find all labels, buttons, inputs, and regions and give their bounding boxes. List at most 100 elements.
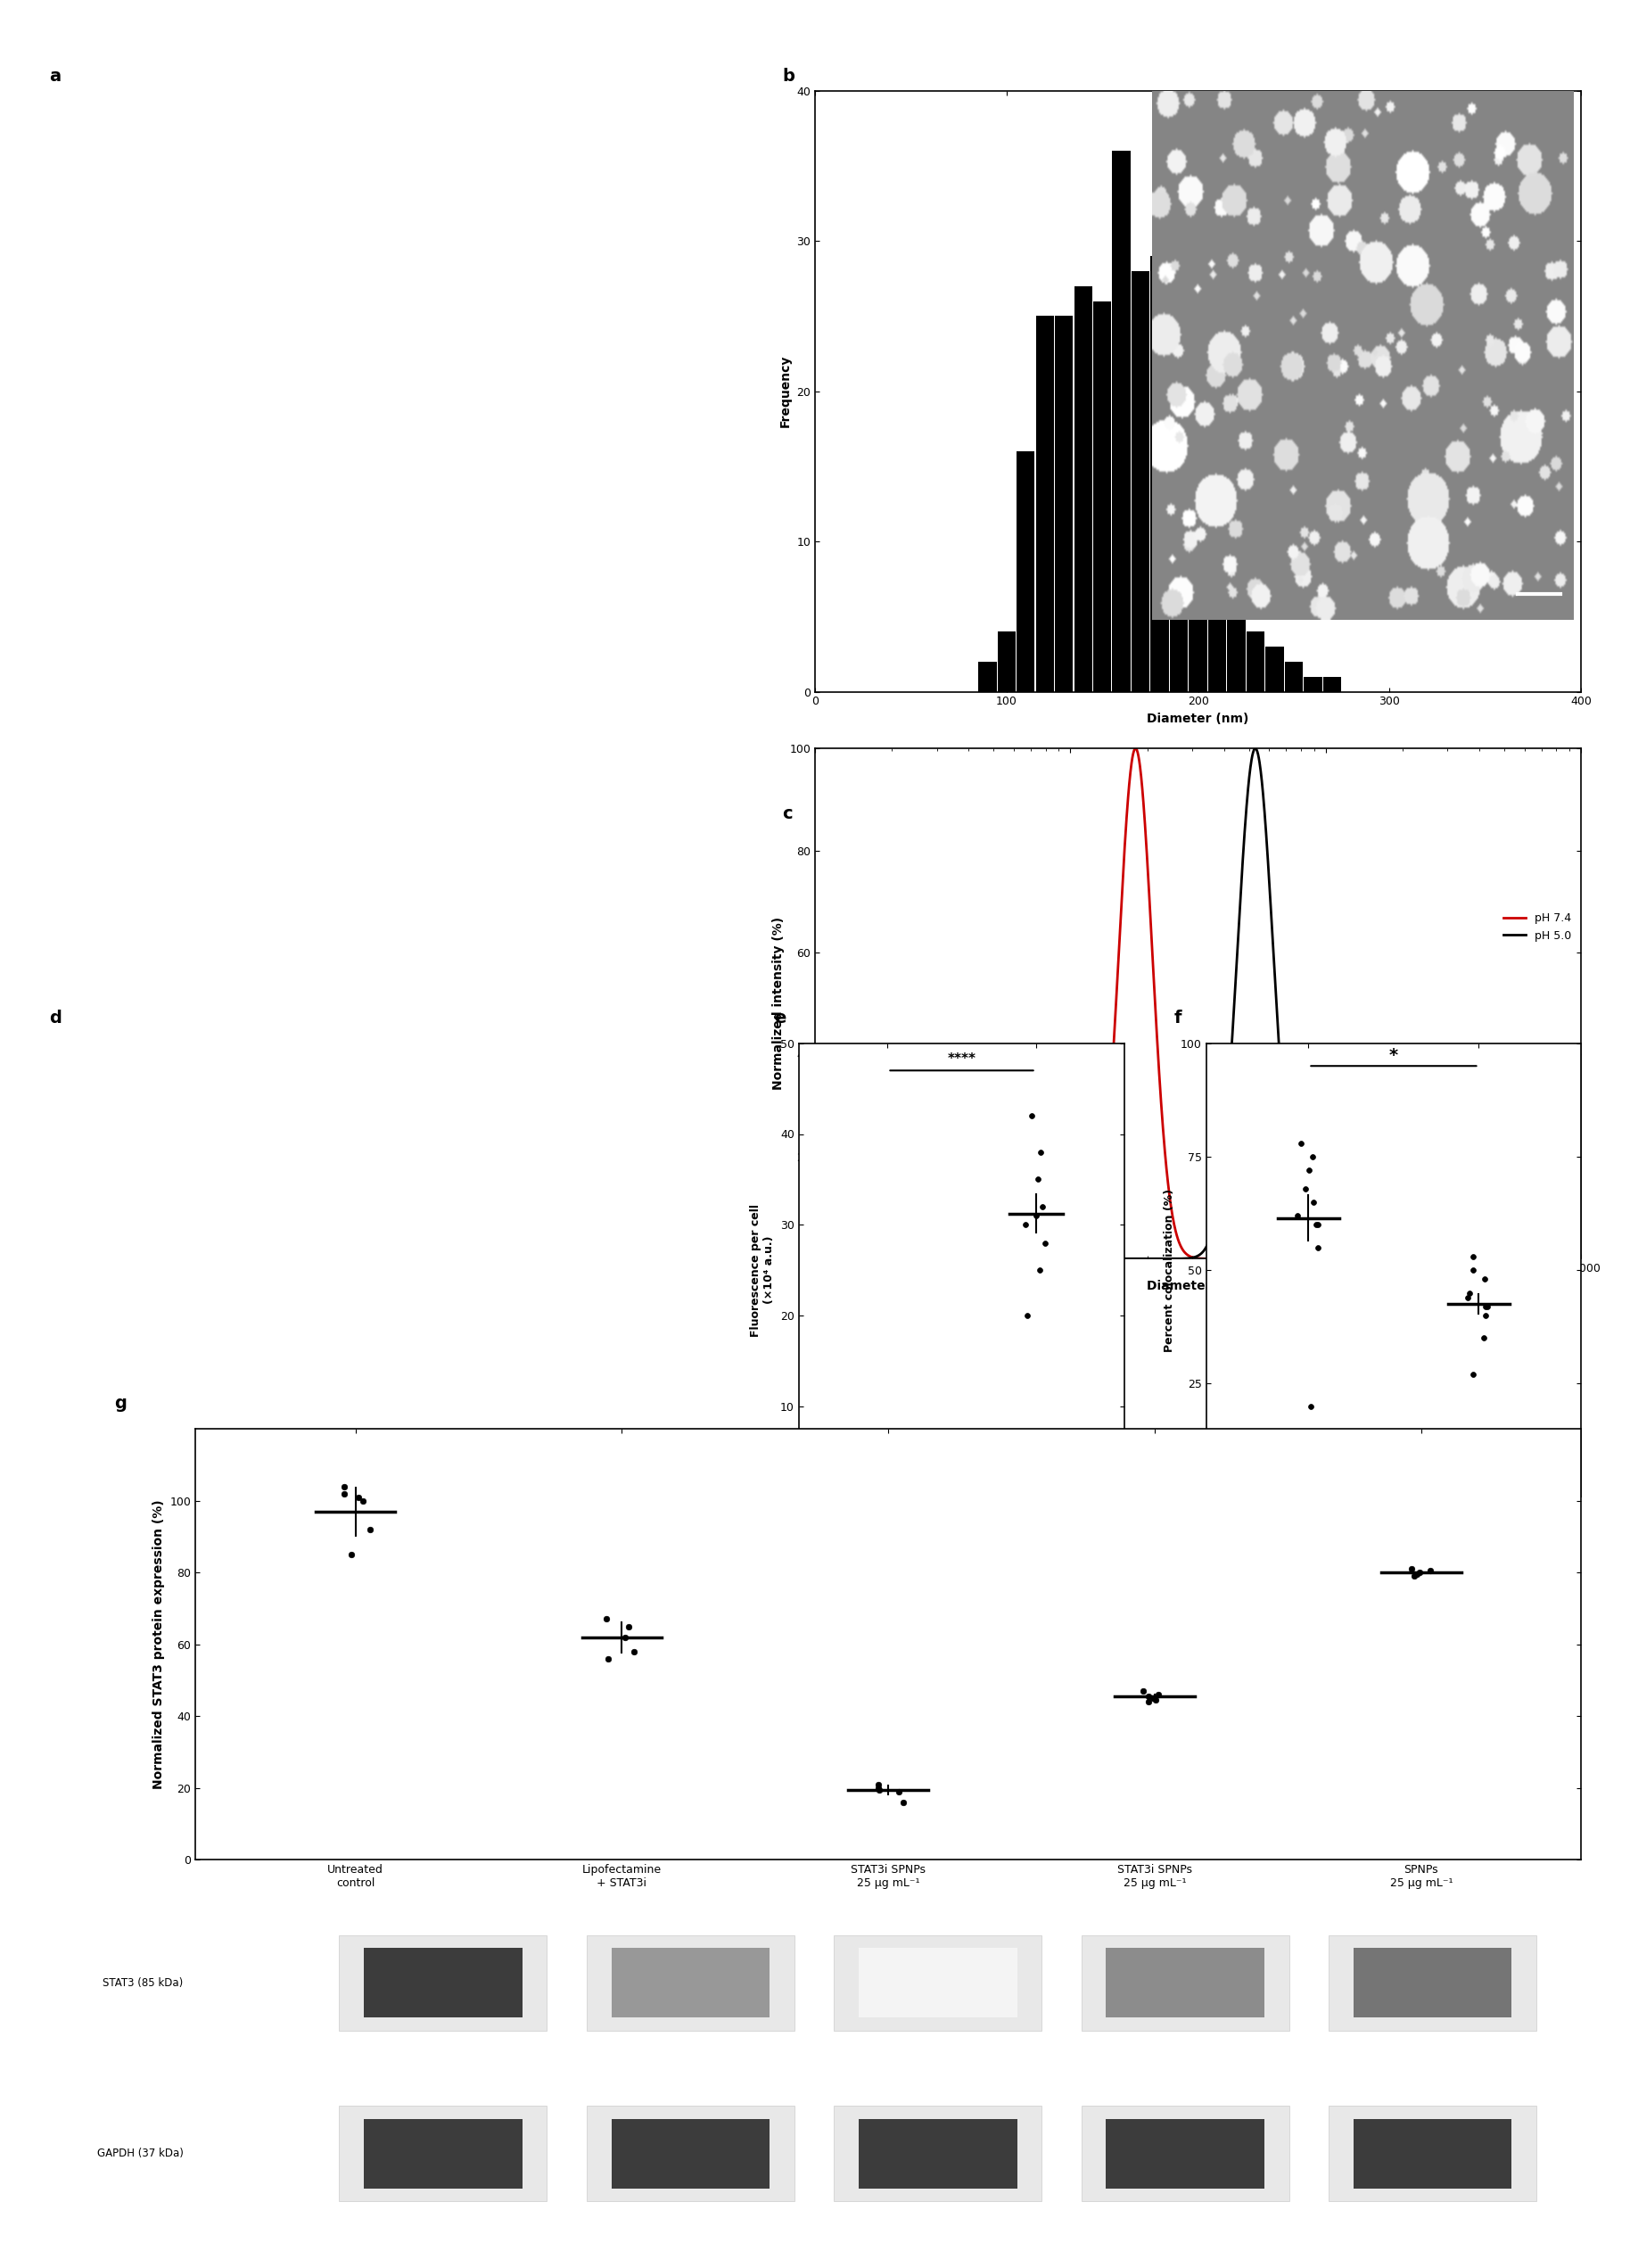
Point [877,1429,903,1465]
Point [1402,1558,1428,1594]
Point [1134,1678,1161,1715]
Bar [1035,315,1055,692]
Point [1301,1184,1327,1220]
FancyBboxPatch shape [363,1948,522,2016]
Bar [1304,676,1322,692]
Y-axis label: Fluorescence per cell
(×10⁴ a.u.): Fluorescence per cell (×10⁴ a.u.) [750,1204,776,1336]
Point [1454,1279,1480,1315]
Point [1296,1152,1322,1188]
FancyBboxPatch shape [587,1935,794,2030]
Point [1407,1554,1433,1590]
Point [1032,1225,1058,1261]
FancyBboxPatch shape [1107,2118,1265,2189]
FancyBboxPatch shape [835,1935,1042,2030]
Point [593,1601,619,1637]
Point [339,1535,365,1572]
Point [880,1420,906,1456]
Bar [1208,587,1226,692]
Bar [1131,272,1149,692]
Bar [978,662,996,692]
Bar [1094,302,1112,692]
FancyBboxPatch shape [1328,2107,1537,2202]
FancyBboxPatch shape [1328,1935,1537,2030]
Point [1399,1551,1425,1588]
Bar [1112,152,1131,692]
Bar [1247,633,1265,692]
Point [867,1415,893,1452]
Point [1024,1198,1050,1234]
Point [1284,1198,1311,1234]
X-axis label: Diameter (nm): Diameter (nm) [1148,1279,1249,1293]
Bar [1284,662,1302,692]
Text: a: a [49,68,60,84]
Point [1459,1252,1485,1288]
Point [1304,1207,1330,1243]
FancyBboxPatch shape [835,2107,1042,2202]
FancyBboxPatch shape [859,2118,1017,2189]
Point [1012,1207,1038,1243]
Point [1457,1275,1483,1311]
Point [1288,1125,1314,1161]
Point [1136,1683,1162,1719]
Legend: pH 7.4, pH 5.0: pH 7.4, pH 5.0 [1498,907,1576,946]
FancyBboxPatch shape [1081,2107,1289,2202]
Point [357,1510,383,1547]
Y-axis label: Percent colocalization (%): Percent colocalization (%) [1164,1188,1175,1352]
Point [346,1479,372,1515]
Y-axis label: Frequency: Frequency [779,356,792,426]
Point [1014,1297,1040,1334]
Point [890,1785,916,1821]
Point [595,1640,621,1676]
Point [1139,1681,1165,1717]
Point [1302,1207,1328,1243]
Point [1299,1139,1325,1175]
Point [331,1476,357,1513]
Text: GAPDH (37 kDa): GAPDH (37 kDa) [96,2148,183,2159]
FancyBboxPatch shape [339,1935,548,2030]
Point [880,1429,906,1465]
Point [613,1619,639,1656]
FancyBboxPatch shape [611,2118,769,2189]
Point [869,1424,895,1461]
Text: STAT3 (85 kDa): STAT3 (85 kDa) [103,1978,183,1989]
FancyBboxPatch shape [339,2107,548,2202]
Point [1130,1674,1156,1710]
Bar [1055,315,1073,692]
Bar [1074,286,1092,692]
Point [1472,1288,1498,1325]
Point [1460,1238,1487,1275]
Bar [1170,406,1188,692]
Text: *: * [1389,1048,1399,1064]
Text: e: e [774,1009,786,1025]
Point [1029,1188,1055,1225]
Point [1025,1161,1051,1198]
Point [331,1467,357,1504]
Bar [1265,646,1284,692]
Point [350,1483,377,1520]
Point [869,1420,895,1456]
Point [1472,1261,1498,1297]
Text: ****: **** [947,1052,976,1066]
Point [866,1771,892,1808]
Point [1297,1388,1324,1424]
Point [1470,1320,1496,1356]
Point [864,1433,890,1470]
FancyBboxPatch shape [363,2118,522,2189]
Text: b: b [782,68,795,84]
Bar [998,633,1015,692]
Point [1460,1356,1487,1393]
Point [1418,1554,1444,1590]
Point [1403,1556,1430,1592]
FancyBboxPatch shape [1081,1935,1289,2030]
Text: g: g [114,1395,127,1411]
Y-axis label: Normalized STAT3 protein expression (%): Normalized STAT3 protein expression (%) [153,1499,165,1789]
Point [1019,1098,1045,1134]
Point [866,1769,892,1805]
FancyBboxPatch shape [587,2107,794,2202]
Bar [1324,676,1341,692]
Point [1474,1288,1500,1325]
Text: c: c [782,805,792,821]
Point [880,1442,906,1479]
Bar [1188,422,1208,692]
Point [875,1424,901,1461]
